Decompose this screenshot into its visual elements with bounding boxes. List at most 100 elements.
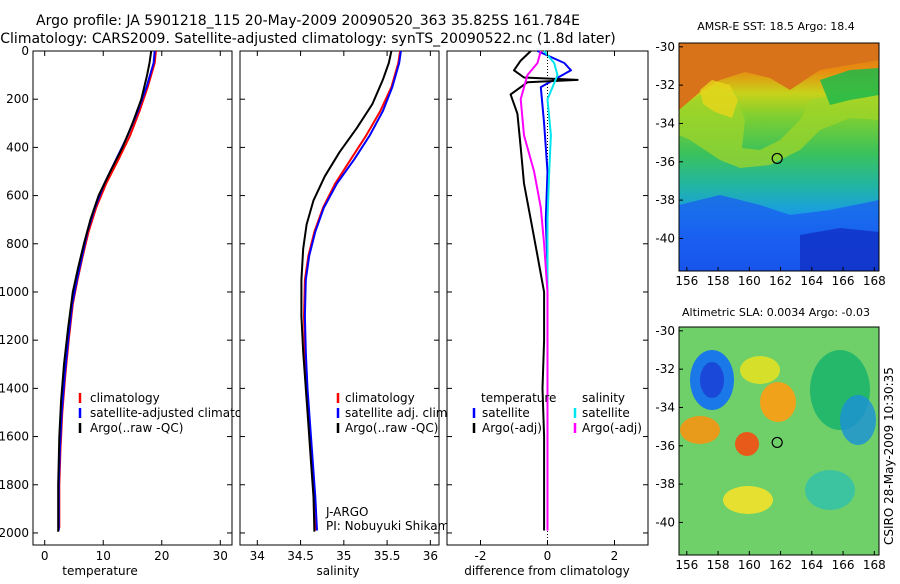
profile-location-marker — [771, 436, 783, 449]
map-y-tick-label: -36 — [655, 155, 675, 169]
profile-location-marker — [771, 152, 783, 165]
series-line-satellite-adj-clim- — [303, 50, 402, 531]
figure-title-line1: Argo profile: JA 5901218_115 20-May-2009… — [36, 13, 580, 29]
y-tick-label: 1800 — [0, 478, 29, 492]
figure-title-line2: Climatology: CARS2009. Satellite-adjuste… — [0, 31, 615, 47]
sst-cold-patch — [800, 228, 879, 271]
temperature-legend: climatology satellite-adjusted climatolo… — [78, 391, 268, 435]
temperature-panel: 0 10 20 30 0 200 400 600 800 1000 1200 1400 1600 1800… — [0, 44, 268, 578]
temperature-xlabel: temperature — [62, 564, 137, 578]
series-line-argo-raw-qc- — [57, 50, 153, 532]
x-tick-label: 2 — [611, 549, 619, 563]
map-x-tick-label: 160 — [738, 558, 761, 572]
difference-panel: -2 0 2 difference from climatology tempera… — [446, 50, 649, 578]
x-tick-label: 20 — [154, 549, 169, 563]
legend-label-temp-argo: Argo(-adj) — [482, 421, 542, 435]
sla-high-anomaly-south — [723, 486, 773, 514]
map-x-tick-label: 166 — [832, 274, 855, 288]
map-y-tick-label: -34 — [655, 400, 675, 414]
x-tick-label: -2 — [475, 549, 487, 563]
y-tick-label: 1200 — [0, 333, 29, 347]
sla-map-frame — [678, 326, 880, 556]
map-y-tick-label: -30 — [655, 40, 675, 54]
difference-xlabel: difference from climatology — [464, 564, 630, 578]
map-x-tick-label: 164 — [800, 274, 823, 288]
map-x-tick-label: 160 — [738, 274, 761, 288]
y-tick-label: 400 — [6, 140, 29, 154]
salinity-xlabel: salinity — [316, 564, 359, 578]
series-line-argo-raw-qc- — [300, 50, 393, 532]
y-tick-label: 1400 — [0, 381, 29, 395]
x-tick-label: 36 — [423, 549, 438, 563]
legend-label-satellite: satellite adj. clim. — [345, 406, 451, 420]
legend-label-temp-satellite: satellite — [482, 406, 530, 420]
map-y-tick-label: -32 — [655, 362, 675, 376]
x-tick-label: 35.5 — [374, 549, 401, 563]
map-y-tick-label: -38 — [655, 477, 675, 491]
salinity-axes-frame — [239, 50, 440, 546]
series-line-salinity-argo-adj- — [519, 50, 549, 531]
sla-map-title: Altimetric SLA: 0.0034 Argo: -0.03 — [682, 306, 870, 319]
float-pi-annotation: PI: Nobuyuki Shikama — [326, 519, 457, 533]
map-x-tick-label: 156 — [675, 274, 698, 288]
map-x-tick-label: 164 — [800, 558, 823, 572]
temperature-plot-marks: 0 10 20 30 0 200 400 600 800 1000 1200 1400 1600 1800… — [0, 44, 232, 563]
map-x-tick-label: 158 — [707, 558, 730, 572]
series-line-temperature-argo-adj- — [509, 50, 579, 531]
map-x-tick-label: 168 — [863, 274, 886, 288]
difference-legend: temperature salinity satellite Argo(-adj… — [472, 391, 642, 435]
legend-label-argo: Argo(..raw -QC) — [345, 421, 438, 435]
y-tick-label: 1600 — [0, 430, 29, 444]
x-tick-label: 0 — [544, 549, 552, 563]
legend-label-climatology: climatology — [90, 391, 160, 405]
y-tick-label: 600 — [6, 189, 29, 203]
y-tick-label: 1000 — [0, 285, 29, 299]
map-x-tick-label: 168 — [863, 558, 886, 572]
map-y-tick-label: -30 — [655, 324, 675, 338]
sla-low-anomaly-west-core — [700, 362, 724, 398]
map-y-tick-label: -32 — [655, 78, 675, 92]
map-y-tick-label: -40 — [655, 231, 675, 245]
legend-header-salinity: salinity — [582, 391, 625, 405]
map-y-tick-label: -40 — [655, 515, 675, 529]
legend-header-temperature: temperature — [481, 391, 556, 405]
x-tick-label: 34 — [250, 549, 265, 563]
sla-neutral-southeast — [805, 470, 855, 510]
sst-green-patch — [820, 68, 879, 105]
float-program-annotation: J-ARGO — [325, 505, 368, 519]
map-x-tick-label: 156 — [675, 558, 698, 572]
legend-label-satellite: satellite-adjusted climatology — [90, 406, 268, 420]
map-x-tick-label: 162 — [769, 274, 792, 288]
map-x-tick-label: 166 — [832, 558, 855, 572]
map-y-tick-label: -38 — [655, 193, 675, 207]
x-tick-label: 0 — [41, 549, 49, 563]
x-tick-label: 10 — [96, 549, 111, 563]
y-tick-label: 200 — [6, 92, 29, 106]
sst-map-panel: AMSR-E SST: 18.5 Argo: 18.4 156 158 160 162… — [655, 20, 885, 288]
map-x-tick-label: 158 — [707, 274, 730, 288]
sst-warm-region — [679, 43, 879, 110]
legend-label-argo: Argo(..raw -QC) — [90, 421, 183, 435]
x-tick-label: 30 — [213, 549, 228, 563]
map-x-tick-label: 162 — [769, 558, 792, 572]
sst-map-frame — [678, 42, 880, 272]
sla-low-anomaly-east — [840, 395, 876, 445]
difference-plot-marks: -2 0 2 — [447, 50, 648, 563]
x-tick-label: 34.5 — [287, 549, 314, 563]
sst-map-axes-marks: 156 158 160 162 164 166 168 -30 -32 -34 -36 -38 -40 — [655, 40, 885, 288]
sst-heatmap — [679, 43, 879, 271]
map-y-tick-label: -34 — [655, 116, 675, 130]
salinity-legend: climatology satellite adj. clim. Argo(..… — [336, 391, 451, 435]
sla-map-panel: Altimetric SLA: 0.0034 Argo: -0.03 156 15… — [655, 306, 885, 572]
legend-label-sal-satellite: satellite — [582, 406, 630, 420]
salinity-plot-marks: 34 34.5 35 35.5 36 — [240, 50, 439, 563]
y-tick-label: 2000 — [0, 526, 29, 540]
sla-high-anomaly-north — [740, 356, 780, 384]
sla-map-axes-marks: 156 158 160 162 164 166 168 -30 -32 -34 -36 -38 -40 — [655, 324, 885, 572]
map-y-tick-label: -36 — [655, 439, 675, 453]
y-tick-label: 0 — [21, 44, 29, 58]
sla-heatmap — [679, 327, 879, 555]
x-tick-label: 35 — [336, 549, 351, 563]
